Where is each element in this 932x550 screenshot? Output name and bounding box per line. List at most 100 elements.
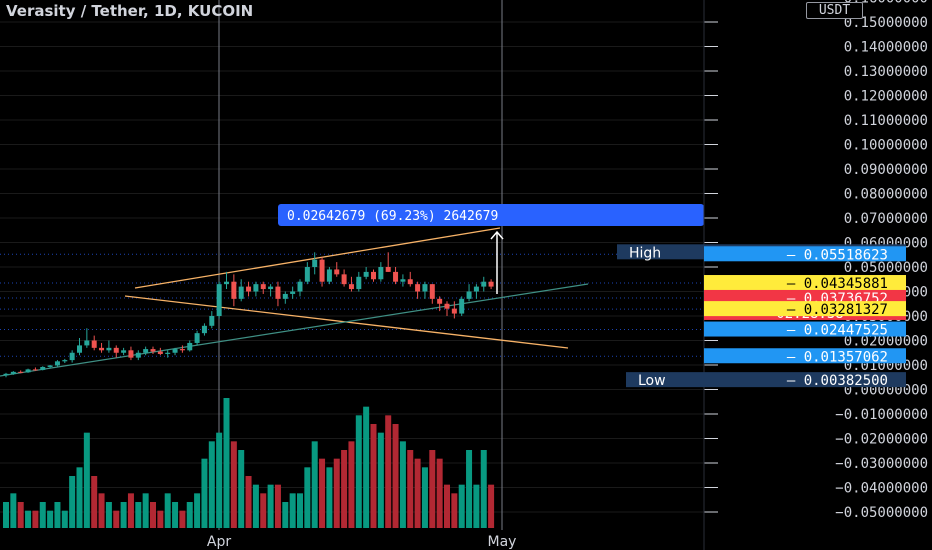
candle-body [356,276,362,290]
volume-bar [47,510,54,528]
volume-bar [282,502,289,528]
support-line [0,283,589,377]
candle-body [275,286,281,299]
price-label-bg [704,301,906,317]
price-label-value: – 0.00382500 [787,373,888,389]
volume-bar [25,510,32,528]
volume-bar [429,450,436,528]
volume-bar [421,467,428,528]
time-axis[interactable]: Apr May [207,534,517,550]
candle-body [282,293,288,299]
volume-bar [333,458,340,528]
y-tick-label: −0.05000000 [835,505,928,521]
price-label-value: – 0.04345881 [787,276,888,292]
y-tick-label: 0.05000000 [844,260,928,276]
volume-bar [120,502,127,528]
candle-body [466,291,472,299]
volume-bar [150,502,156,528]
volume-bar [326,467,333,528]
candle-body [400,279,406,282]
volume-bar [252,484,259,528]
y-tick-label: 0.15000000 [844,15,928,31]
price-label-bg [704,321,906,337]
volume-bar [91,476,98,528]
candles [3,252,494,378]
candle-body [246,286,252,292]
candle-body [18,371,24,373]
volume-bar [480,450,487,528]
candle-body [209,316,215,326]
volume-bar [473,484,480,528]
volume-bar [223,398,230,528]
candle-body [121,350,127,353]
measure-label-bg [278,204,704,226]
volume-bar [83,432,90,528]
y-tick-label: 0.16000000 [844,0,928,7]
y-tick-label: 0.14000000 [844,40,928,56]
volume-bar [319,458,326,528]
volume-bar [260,493,267,528]
volume-bar [488,484,495,528]
volume-bar [392,424,399,528]
volume-bar [69,476,76,528]
price-label-value: – 0.01357062 [787,349,888,365]
candle-body [429,284,435,299]
candle-body [326,269,332,282]
currency-badge[interactable]: USDT [806,2,863,19]
volume-bar [157,510,164,528]
price-label-name: High [629,245,661,261]
candle-body [84,340,90,346]
candle-body [32,369,38,371]
candle-body [106,347,112,351]
candle-body [157,351,163,354]
x-tick-label: May [488,534,517,550]
candle-body [363,271,369,277]
candle-body [407,279,413,285]
volume-bar [274,484,281,528]
price-axis[interactable]: 0.16000000 0.15000000 0.14000000 0.13000000… [617,0,928,550]
candle-body [172,349,178,353]
price-label-name: Low [638,373,666,389]
chart-title: Verasity / Tether, 1D, KUCOIN [6,2,254,20]
volume-bar [363,406,370,528]
volume-bar [32,510,39,528]
volume-bar [348,441,355,528]
price-label-value: – 0.03281327 [787,302,888,318]
candle-body [40,366,46,370]
volume-bar [414,458,421,528]
candle-body [444,303,450,309]
volume-bar [113,510,120,528]
candle-body [77,345,82,353]
volume-bar [230,441,237,528]
candle-body [187,342,193,351]
candle-body [473,286,479,292]
candle-body [341,274,347,285]
volume-bar [216,432,223,528]
volume-bars [3,398,495,528]
candle-body [47,365,53,367]
measure-arrow [490,230,504,240]
y-tick-label: 0.10000000 [844,138,928,154]
measure-label: 0.02642679 (69.23%) 2642679 [287,209,498,224]
candle-body [371,271,376,280]
volume-bar [289,493,296,528]
volume-bar [370,424,377,528]
candle-body [422,284,428,292]
candle-body [378,267,384,280]
channel-top-line [134,227,501,289]
candle-body [231,281,237,299]
volume-bar [17,502,24,528]
candle-body [253,284,259,292]
y-tick-label: 0.13000000 [844,64,928,80]
candle-body [459,298,465,314]
y-tick-label: 0.08000000 [844,187,928,203]
candle-body [54,361,60,366]
candle-body [201,325,207,334]
measure-tool[interactable]: 0.02642679 (69.23%) 2642679 [278,204,704,294]
volume-bar [451,493,458,528]
volume-bar [179,510,186,528]
volume-bar [142,493,149,528]
candle-body [312,259,318,267]
volume-bar [245,476,252,528]
